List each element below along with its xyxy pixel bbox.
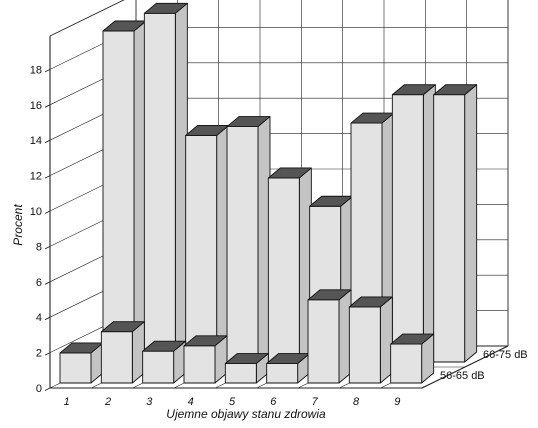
x-category-label: 8 bbox=[353, 396, 360, 408]
y-tick-label: 0 bbox=[36, 383, 42, 395]
series-label: 66-75 dB bbox=[483, 349, 528, 361]
y-tick-label: 18 bbox=[30, 64, 42, 76]
bar-top-face bbox=[142, 340, 187, 352]
bar-top-face bbox=[143, 2, 188, 14]
y-tick-label: 14 bbox=[30, 135, 42, 147]
x-category-label: 7 bbox=[312, 396, 319, 408]
bar-front-face bbox=[307, 299, 340, 384]
x-axis-title: Ujemne objawy stanu zdrowia bbox=[166, 407, 326, 421]
y-tick-mark bbox=[44, 352, 51, 356]
category-labels: 1 2 3 4 5 6 7 8 9 bbox=[64, 396, 401, 408]
bar-front-face bbox=[226, 126, 259, 363]
bars-66-75-db bbox=[102, 2, 478, 363]
y-tick-mark bbox=[44, 139, 51, 144]
left-wall-top-edge bbox=[49, 0, 125, 37]
bar bbox=[185, 124, 230, 363]
bar-top-face bbox=[307, 289, 352, 301]
series-labels: 66-75 dB 56-65 dB bbox=[440, 349, 528, 382]
y-tick-mark bbox=[44, 245, 51, 250]
y-tick-mark bbox=[44, 281, 51, 285]
bar-top-face bbox=[433, 84, 478, 96]
x-category-label: 6 bbox=[270, 396, 277, 408]
x-category-label: 2 bbox=[104, 396, 111, 408]
y-tick-label: 6 bbox=[36, 277, 42, 289]
bar-top-face bbox=[390, 333, 435, 345]
y-tick-label: 10 bbox=[30, 206, 42, 218]
bar bbox=[348, 296, 393, 384]
bar-front-face bbox=[185, 134, 218, 363]
bar-front-face bbox=[143, 12, 176, 363]
bar bbox=[143, 2, 188, 363]
bar bbox=[391, 84, 436, 363]
bars-56-65-db bbox=[59, 289, 435, 384]
bar bbox=[307, 289, 352, 384]
bar-top-face bbox=[267, 167, 312, 179]
bar-front-face bbox=[142, 350, 175, 384]
bar-front-face bbox=[59, 352, 92, 384]
x-category-label: 5 bbox=[229, 396, 236, 408]
bar-top-face bbox=[224, 353, 269, 364]
x-category-label: 3 bbox=[146, 396, 153, 408]
bar-front-face bbox=[100, 331, 133, 384]
bar-front-face bbox=[433, 94, 466, 363]
bar bbox=[142, 340, 187, 384]
bar bbox=[267, 167, 312, 363]
bar-side-face bbox=[464, 84, 478, 363]
series-label: 56-65 dB bbox=[440, 370, 485, 382]
bar bbox=[59, 342, 104, 384]
bar-front-face bbox=[390, 343, 423, 384]
y-tick-mark bbox=[44, 316, 51, 321]
bar bbox=[266, 353, 311, 384]
y-tick-label: 4 bbox=[36, 312, 42, 324]
y-tick-label: 12 bbox=[30, 171, 42, 183]
bar-front-face bbox=[348, 306, 381, 384]
bar bbox=[390, 333, 435, 384]
y-axis-title: Procent bbox=[11, 204, 25, 246]
x-category-label: 1 bbox=[64, 396, 70, 408]
bar-top-face bbox=[391, 84, 436, 96]
bar-front-face bbox=[266, 363, 299, 384]
bar bbox=[102, 20, 147, 363]
bar bbox=[183, 335, 228, 384]
y-tick-mark bbox=[44, 175, 51, 179]
y-tick-label: 16 bbox=[30, 100, 42, 112]
x-category-label: 9 bbox=[394, 396, 400, 408]
bar-front-face bbox=[391, 94, 424, 363]
bar bbox=[226, 116, 271, 363]
bar-top-face bbox=[226, 116, 271, 128]
x-category-label: 4 bbox=[188, 396, 194, 408]
y-tick-mark bbox=[44, 68, 51, 73]
y-tick-label: 2 bbox=[36, 348, 42, 360]
y-tick-mark bbox=[44, 387, 51, 391]
bar bbox=[433, 84, 478, 363]
y-tick-label: 8 bbox=[36, 241, 42, 253]
bar-front-face bbox=[224, 363, 257, 384]
y-tick-mark bbox=[44, 210, 51, 214]
bar-top-face bbox=[348, 296, 393, 308]
y-tick-labels: 0 2 4 6 8 10 12 14 16 18 bbox=[30, 64, 42, 395]
y-tick-mark bbox=[44, 104, 51, 108]
bar bbox=[224, 353, 269, 384]
bar-top-face bbox=[183, 335, 228, 347]
bar-front-face bbox=[183, 345, 216, 384]
bar-top-face bbox=[100, 321, 145, 333]
bar bbox=[100, 321, 145, 384]
bar-front-face bbox=[267, 177, 300, 363]
bar-front-face bbox=[102, 30, 135, 363]
